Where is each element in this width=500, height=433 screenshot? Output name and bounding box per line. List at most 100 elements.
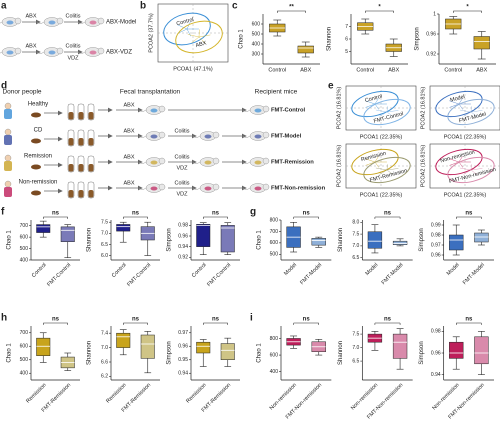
y-tick-label: 600	[270, 240, 279, 246]
mouse-tail	[138, 161, 147, 164]
mouse-gut	[150, 186, 158, 191]
spider-line	[386, 168, 399, 171]
y-tick-label: 0.92	[426, 51, 436, 57]
tube-content	[78, 164, 84, 172]
mouse-gut	[204, 160, 212, 165]
box	[140, 334, 155, 359]
y-tick-label: 300	[252, 51, 261, 57]
mouse-tail	[242, 187, 251, 190]
spider-line	[463, 111, 472, 117]
significance-label: ns	[303, 211, 311, 217]
tube-content	[88, 164, 94, 172]
significance-bracket	[123, 216, 148, 219]
step-label: VDZ	[177, 165, 189, 171]
significance-label: ns	[52, 211, 60, 217]
x-tick-label: Remission	[105, 382, 127, 404]
y-axis-label: PCOA2 (16.81%)	[336, 87, 342, 130]
mouse-tail	[138, 187, 147, 190]
mouse-head	[158, 183, 166, 191]
y-tick-label: 7.5	[352, 231, 359, 237]
donor-body	[4, 161, 12, 171]
y-tick-label: 0.99	[431, 222, 441, 228]
box	[36, 224, 51, 233]
significance-label: ns	[132, 317, 140, 323]
x-tick-label: Control	[31, 262, 48, 279]
mouse-tail	[0, 51, 3, 54]
mouse-head	[262, 157, 270, 165]
y-tick-label: 800	[270, 217, 279, 223]
mouse-tail	[242, 161, 251, 164]
spider-line	[374, 156, 379, 163]
significance-label: ns	[212, 317, 220, 323]
mouse-tail	[77, 21, 86, 24]
y-axis-label: Chao 1	[239, 29, 245, 49]
box	[220, 225, 235, 253]
significance-bracket	[277, 10, 306, 13]
y-tick-label: 0.96	[431, 252, 441, 258]
x-tick-label: Control	[444, 67, 462, 73]
y-tick-label: 6	[345, 36, 348, 42]
significance-bracket	[203, 322, 228, 325]
group-label: FMT-Control	[271, 108, 306, 114]
x-tick-label: Remission	[25, 382, 47, 404]
mouse-gut	[254, 134, 262, 139]
spider-line	[449, 100, 460, 105]
stool	[31, 164, 41, 170]
x-tick-label: Control	[191, 262, 208, 279]
x-tick-label: FMT-Control	[206, 262, 232, 288]
step-label: ABX	[123, 154, 134, 160]
box	[196, 341, 211, 354]
spider-line	[449, 103, 460, 108]
spider-line	[375, 167, 388, 171]
y-tick-label: 700	[20, 330, 29, 336]
group-label: FMT-Model	[271, 134, 302, 140]
significance-label: ns	[212, 211, 220, 217]
group-ellipse	[175, 20, 223, 54]
y-tick-label: 6.5	[352, 255, 359, 261]
group-ellipse	[163, 12, 211, 46]
box	[367, 231, 383, 249]
x-tick-label: FMT-Model	[299, 262, 323, 286]
box	[311, 238, 326, 246]
donor-head	[4, 128, 12, 136]
y-tick-label: 600	[252, 21, 261, 27]
significance-bracket	[203, 216, 228, 219]
x-tick-label: Model	[283, 262, 298, 277]
step-label: Colitis	[175, 128, 190, 134]
x-tick-label: ABX	[300, 67, 311, 73]
spider-line	[449, 158, 460, 163]
box	[36, 337, 51, 356]
y-tick-label: 0.98	[431, 232, 441, 238]
step-label: ABX	[25, 13, 36, 19]
stool	[31, 112, 41, 118]
y-tick-label: 0.95	[178, 357, 188, 363]
step-label: ABX	[123, 128, 134, 134]
spider-line	[463, 169, 472, 175]
y-axis-label: Shannon	[338, 228, 344, 252]
y-tick-label: 5	[345, 49, 348, 55]
group-label: FMT-Remission	[271, 160, 314, 166]
mouse-head	[97, 47, 105, 55]
y-tick-label: 0.92	[178, 255, 188, 261]
group-label: FMT-Non-remission	[448, 167, 496, 185]
group-ellipse	[447, 98, 495, 126]
group-label: Control	[364, 94, 383, 104]
mouse-head	[14, 17, 22, 25]
tube-content	[78, 138, 84, 146]
spider-line	[470, 111, 478, 117]
y-tick-label: 7.5	[101, 220, 108, 226]
mouse-head	[262, 105, 270, 113]
y-tick-label: 700	[20, 223, 29, 229]
x-tick-label: Control	[268, 67, 286, 73]
panel-label: i	[250, 313, 253, 324]
y-tick-label: 6.5	[101, 242, 108, 248]
column-header: Fecal transplantation	[120, 89, 181, 96]
spider-line	[470, 110, 483, 113]
x-tick-label: FMT-Model	[462, 262, 486, 286]
significance-label: ns	[303, 317, 311, 323]
step-label: Colitis	[175, 180, 190, 186]
group-ellipse	[363, 156, 411, 184]
significance-bracket	[43, 322, 68, 325]
tube-content	[68, 190, 74, 198]
